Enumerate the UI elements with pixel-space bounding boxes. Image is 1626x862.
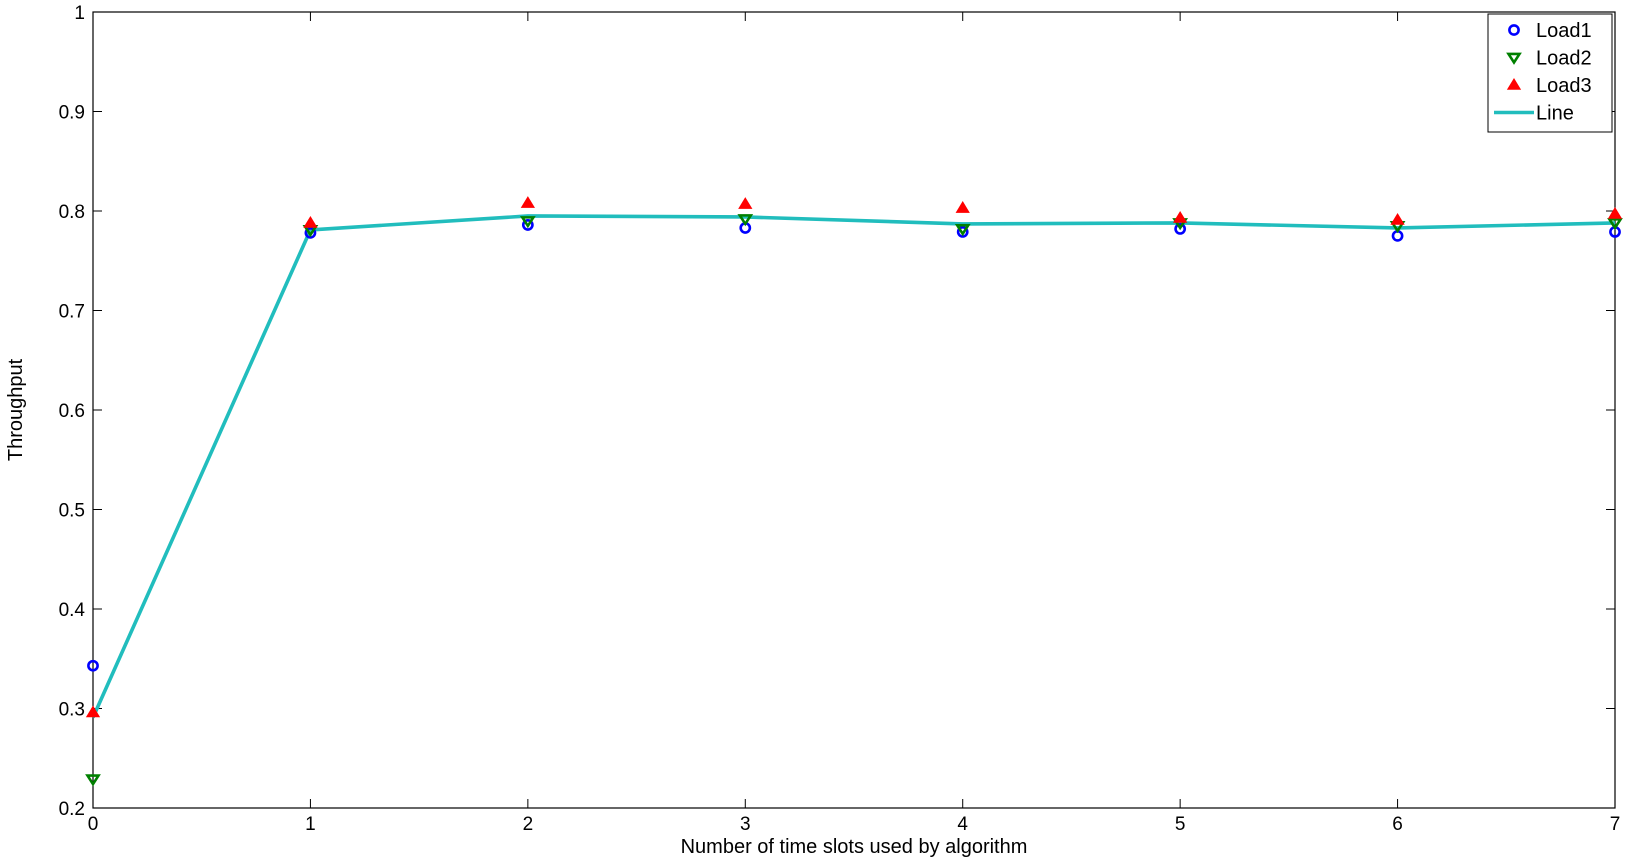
point-load2	[85, 774, 101, 787]
y-tick-label: 0.2	[59, 799, 85, 820]
y-tick-label: 0.9	[59, 103, 85, 124]
plot-area	[92, 11, 1616, 809]
y-tick-label: 0.4	[59, 600, 86, 621]
point-load1	[304, 226, 317, 239]
x-tick-label: 7	[1610, 814, 1621, 835]
point-load3	[303, 215, 318, 228]
point-load3	[1390, 212, 1405, 225]
legend-swatch-load3	[1506, 78, 1522, 90]
x-tick-label: 3	[740, 814, 751, 835]
legend-label: Load1	[1536, 20, 1592, 42]
scatter-markers	[85, 196, 1623, 787]
y-tick-label: 0.6	[59, 401, 85, 422]
line-series-line	[91, 214, 1616, 719]
point-load3	[85, 705, 101, 718]
y-tick-label: 0.5	[59, 501, 85, 522]
y-tick-label: 0.7	[59, 302, 85, 323]
point-load3	[955, 201, 970, 213]
legend: Load1 Load2 Load3 Line	[1487, 13, 1613, 133]
legend-swatch-load1	[1508, 24, 1520, 36]
point-load3	[1607, 207, 1623, 219]
point-load2	[954, 224, 971, 237]
x-tick-label: 0	[88, 814, 99, 835]
point-load3	[738, 197, 753, 209]
line-series	[91, 214, 1616, 719]
legend-swatch-load2	[1506, 52, 1522, 65]
x-tick-labels: 0 1 2 3 4 5 6 7	[88, 814, 1621, 835]
x-tick-label: 2	[523, 814, 534, 835]
x-tick-label: 4	[957, 814, 968, 835]
point-load2	[1607, 218, 1623, 231]
x-tick-label: 5	[1175, 814, 1186, 835]
y-tick-label: 0.8	[59, 202, 85, 223]
axis-ticks	[92, 11, 1616, 809]
point-load2	[519, 216, 536, 229]
y-tick-label: 1	[74, 3, 85, 24]
x-tick-label: 6	[1392, 814, 1403, 835]
point-load1	[87, 659, 99, 672]
x-tick-label: 1	[305, 814, 316, 835]
point-load1	[521, 219, 534, 231]
point-load1	[956, 225, 969, 238]
y-axis-label: Throughput	[5, 358, 27, 461]
x-axis-label: Number of time slots used by algorithm	[681, 836, 1028, 858]
legend-label: Load2	[1536, 48, 1592, 70]
point-load3	[1173, 211, 1188, 223]
legend-label: Line	[1536, 103, 1574, 125]
legend-label: Load3	[1536, 75, 1592, 97]
point-load2	[737, 214, 754, 227]
y-tick-labels: 0.2 0.3 0.4 0.5 0.6 0.7 0.8 0.9 1	[59, 3, 86, 820]
y-tick-label: 0.3	[59, 700, 85, 721]
point-load1	[1174, 223, 1187, 235]
point-load3	[520, 196, 535, 208]
